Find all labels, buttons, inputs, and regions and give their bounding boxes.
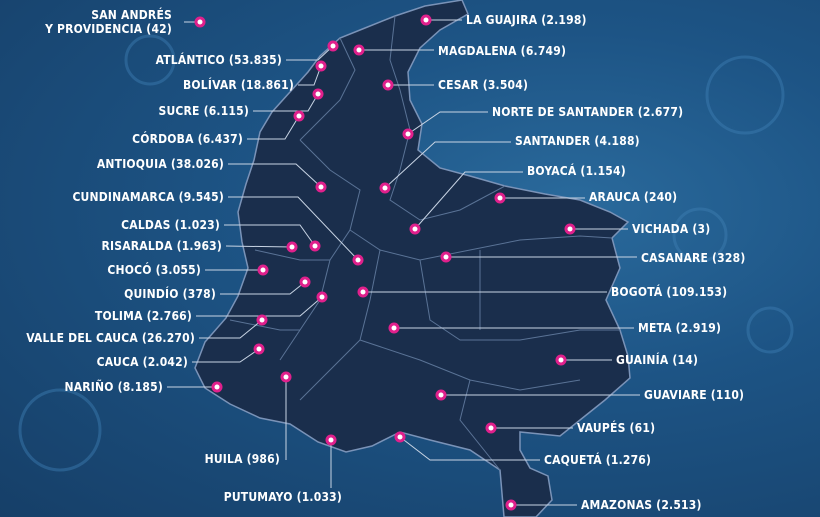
- label-choco: CHOCÓ (3.055): [107, 263, 201, 277]
- leader-line-bolivar: [298, 65, 322, 86]
- label-antioquia: ANTIOQUIA (38.026): [96, 157, 224, 171]
- marker-guainia-icon[interactable]: [555, 354, 567, 366]
- leader-line-cundinamarca: [228, 196, 359, 261]
- marker-meta-icon[interactable]: [388, 322, 400, 334]
- marker-caldas-icon[interactable]: [309, 240, 321, 252]
- marker-valle-del-cauca-icon[interactable]: [256, 314, 268, 326]
- marker-atlantico-icon[interactable]: [327, 40, 339, 52]
- marker-la-guajira-icon[interactable]: [420, 14, 432, 26]
- label-valle-del-cauca: VALLE DEL CAUCA (26.270): [26, 331, 195, 345]
- label-cauca: CAUCA (2.042): [96, 355, 188, 369]
- marker-antioquia-icon[interactable]: [315, 181, 327, 193]
- marker-cesar-icon[interactable]: [382, 79, 394, 91]
- label-amazonas: AMAZONAS (2.513): [581, 498, 702, 512]
- leader-line-norte-de-santander: [407, 111, 488, 135]
- marker-cordoba-icon[interactable]: [293, 110, 305, 122]
- leader-line-boyaca: [414, 171, 523, 230]
- marker-amazonas-icon[interactable]: [505, 499, 517, 511]
- label-magdalena: MAGDALENA (6.749): [438, 44, 567, 58]
- label-quindio: QUINDÍO (378): [124, 287, 216, 301]
- department-borders: [229, 15, 620, 471]
- marker-cundinamarca-icon[interactable]: [352, 254, 364, 266]
- marker-quindio-icon[interactable]: [299, 276, 311, 288]
- label-arauca: ARAUCA (240): [589, 190, 678, 204]
- marker-caqueta-icon[interactable]: [394, 431, 406, 443]
- label-vaupes: VAUPÉS (61): [577, 421, 656, 435]
- marker-san-andres-icon[interactable]: [194, 16, 206, 28]
- label-risaralda: RISARALDA (1.963): [101, 239, 222, 253]
- marker-magdalena-icon[interactable]: [353, 44, 365, 56]
- label-huila: HUILA (986): [204, 452, 280, 466]
- marker-guaviare-icon[interactable]: [435, 389, 447, 401]
- marker-putumayo-icon[interactable]: [325, 434, 337, 446]
- label-cundinamarca: CUNDINAMARCA (9.545): [72, 190, 224, 204]
- label-tolima: TOLIMA (2.766): [94, 309, 192, 323]
- label-casanare: CASANARE (328): [641, 251, 746, 265]
- marker-tolima-icon[interactable]: [316, 291, 328, 303]
- marker-norte-de-santander-icon[interactable]: [402, 128, 414, 140]
- marker-huila-icon[interactable]: [280, 371, 292, 383]
- marker-bolivar-icon[interactable]: [315, 60, 327, 72]
- label-bogota: BOGOTÁ (109.153): [611, 285, 728, 299]
- label-caldas: CALDAS (1.023): [121, 218, 220, 232]
- label-boyaca: BOYACÁ (1.154): [527, 164, 626, 178]
- marker-choco-icon[interactable]: [257, 264, 269, 276]
- marker-cauca-icon[interactable]: [253, 343, 265, 355]
- leader-line-caqueta: [399, 436, 540, 461]
- leader-line-atlantico: [286, 45, 334, 61]
- leader-line-cauca: [192, 348, 260, 363]
- marker-santander-icon[interactable]: [379, 182, 391, 194]
- label-la-guajira: LA GUAJIRA (2.198): [466, 13, 587, 27]
- label-sucre: SUCRE (6.115): [158, 104, 249, 118]
- label-santander: SANTANDER (4.188): [515, 134, 640, 148]
- label-meta: META (2.919): [638, 321, 722, 335]
- leader-line-caldas: [224, 224, 316, 247]
- leader-line-valle-del-cauca: [199, 319, 263, 339]
- marker-bogota-icon[interactable]: [357, 286, 369, 298]
- leader-line-risaralda: [225, 245, 293, 248]
- label-caqueta: CAQUETÁ (1.276): [544, 453, 652, 467]
- label-putumayo: PUTUMAYO (1.033): [223, 490, 342, 504]
- leader-lines: [167, 19, 640, 506]
- marker-arauca-icon[interactable]: [494, 192, 506, 204]
- marker-vichada-icon[interactable]: [564, 223, 576, 235]
- marker-sucre-icon[interactable]: [312, 88, 324, 100]
- markers: [194, 14, 576, 511]
- label-narino: NARIÑO (8.185): [64, 380, 163, 394]
- label-cesar: CESAR (3.504): [438, 78, 529, 92]
- leader-line-antioquia: [228, 163, 322, 188]
- label-bolivar: BOLÍVAR (18.861): [183, 78, 294, 92]
- leader-line-cordoba: [247, 115, 300, 140]
- label-norte-de-santander: NORTE DE SANTANDER (2.677): [492, 105, 684, 119]
- label-guaviare: GUAVIARE (110): [644, 388, 745, 402]
- leader-line-sucre: [253, 93, 319, 112]
- leader-line-quindio: [220, 281, 306, 295]
- marker-casanare-icon[interactable]: [440, 251, 452, 263]
- label-san-andres: SAN ANDRÉS Y PROVIDENCIA (42): [45, 8, 172, 36]
- label-vichada: VICHADA (3): [632, 222, 711, 236]
- label-atlantico: ATLÁNTICO (53.835): [155, 53, 282, 67]
- marker-vaupes-icon[interactable]: [485, 422, 497, 434]
- label-guainia: GUAINÍA (14): [616, 353, 699, 367]
- marker-boyaca-icon[interactable]: [409, 223, 421, 235]
- leader-line-santander: [384, 141, 511, 189]
- virus-decoration-icon: [18, 34, 794, 472]
- label-cordoba: CÓRDOBA (6.437): [132, 132, 243, 146]
- marker-risaralda-icon[interactable]: [286, 241, 298, 253]
- leader-line-tolima: [196, 296, 323, 317]
- marker-narino-icon[interactable]: [211, 381, 223, 393]
